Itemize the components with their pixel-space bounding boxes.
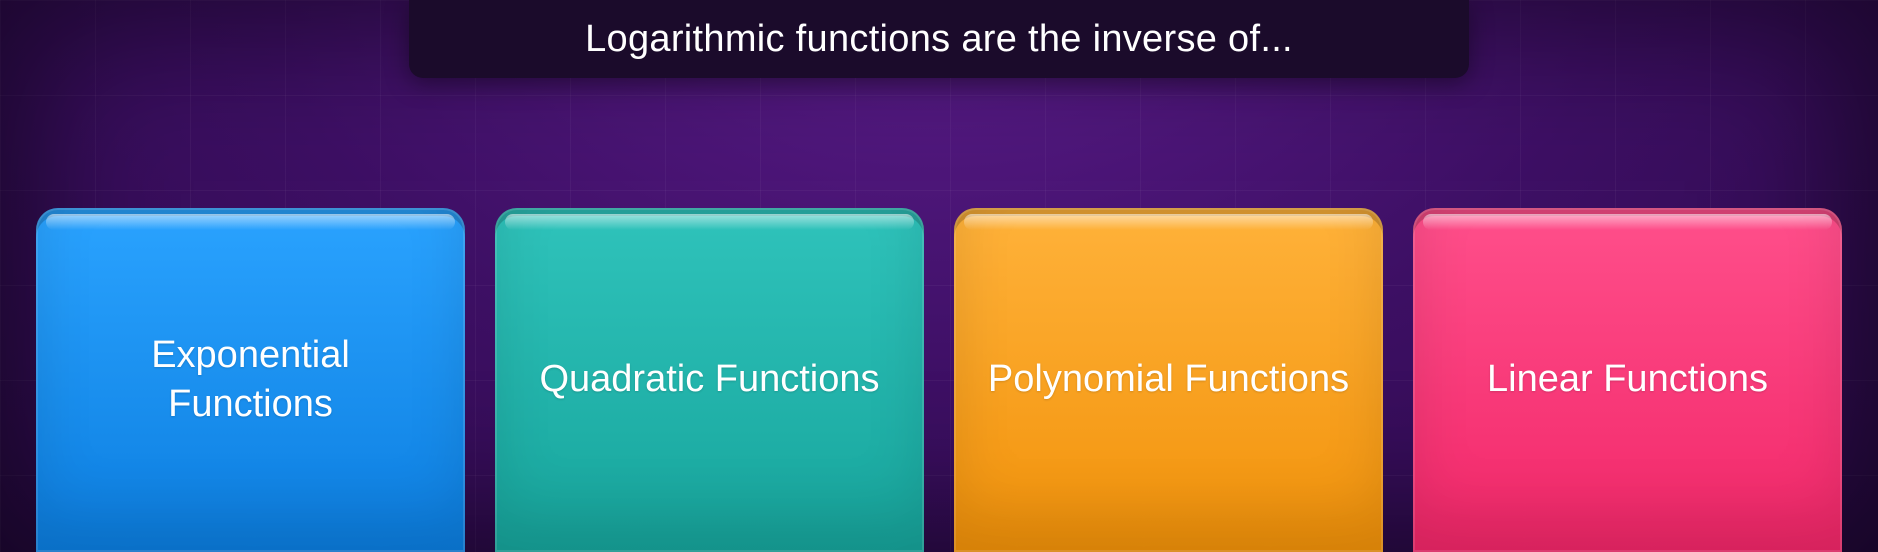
answer-label-1: Quadratic Functions — [511, 355, 907, 404]
answer-card-0[interactable]: Exponential Functions — [36, 208, 465, 552]
question-text: Logarithmic functions are the inverse of… — [585, 18, 1293, 61]
answers-row: Exponential Functions Quadratic Function… — [0, 208, 1878, 552]
answer-label-0: Exponential Functions — [36, 331, 465, 430]
answer-card-1[interactable]: Quadratic Functions — [495, 208, 924, 552]
answer-label-2: Polynomial Functions — [960, 355, 1377, 404]
answer-label-3: Linear Functions — [1459, 355, 1796, 404]
answer-card-2[interactable]: Polynomial Functions — [954, 208, 1383, 552]
answer-card-3[interactable]: Linear Functions — [1413, 208, 1842, 552]
question-box: Logarithmic functions are the inverse of… — [409, 0, 1469, 78]
